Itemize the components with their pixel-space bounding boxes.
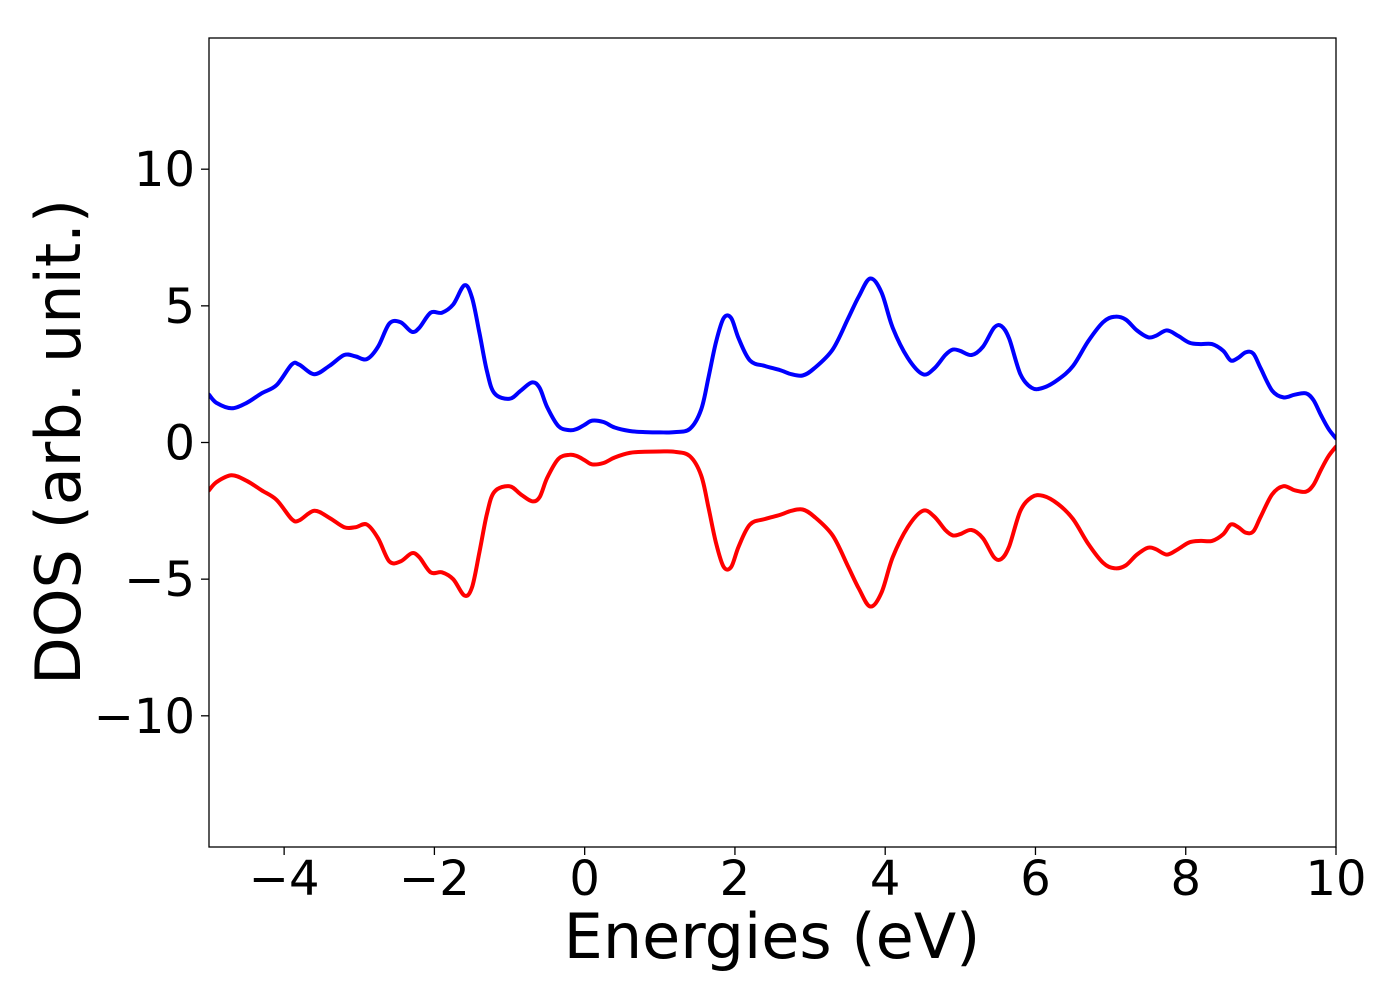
y-axis-title: DOS (arb. unit.) [22, 199, 95, 685]
x-axis-title: Energies (eV) [564, 900, 981, 973]
x-tick-label: 6 [1020, 851, 1051, 907]
dos-spin-down-line [209, 444, 1336, 609]
y-tick-label: 10 [134, 142, 195, 198]
x-tick-label: −4 [249, 851, 320, 907]
y-tick-label: 5 [164, 279, 195, 335]
x-tick-label: 2 [720, 851, 751, 907]
x-tick-label: 0 [569, 851, 600, 907]
plot-frame [208, 37, 1337, 848]
x-tick-label: 10 [1305, 851, 1366, 907]
plot-background [209, 38, 1336, 847]
y-tick-label: 0 [164, 416, 195, 472]
x-tick-label: 8 [1170, 851, 1201, 907]
x-tick-label: −2 [399, 851, 470, 907]
dos-spin-up-line [209, 276, 1336, 441]
series-layer [209, 276, 1336, 609]
x-tick-label: 4 [870, 851, 901, 907]
ticks-layer: −4 −2 0 2 4 6 8 10 −10 −5 0 5 10 [94, 142, 1367, 907]
y-tick-label: −10 [94, 689, 195, 745]
y-tick-label: −5 [124, 552, 195, 608]
